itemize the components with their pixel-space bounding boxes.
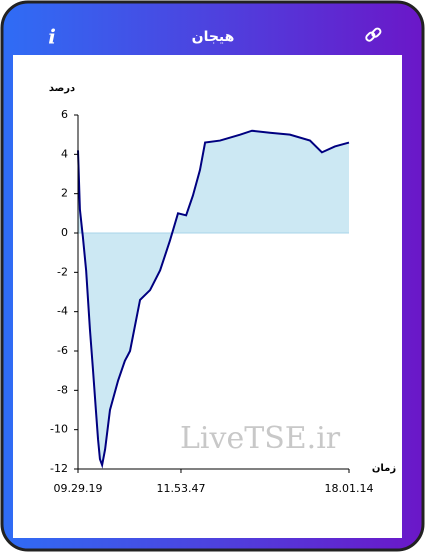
y-tick-label: 2 bbox=[61, 187, 68, 200]
y-tick-label: -12 bbox=[50, 462, 68, 475]
y-tick-label: -4 bbox=[57, 305, 68, 318]
line bbox=[77, 129, 350, 469]
y-tick-label: 0 bbox=[61, 226, 68, 239]
watermark: LiveTSE.ir bbox=[180, 421, 341, 456]
header-title: هیجان bbox=[192, 29, 235, 45]
x-tick-label: 09.29.19 bbox=[54, 482, 103, 495]
chart-panel bbox=[13, 55, 402, 538]
area bbox=[78, 130, 349, 466]
x-tick-label: 18.01.14 bbox=[325, 482, 374, 495]
y-tick-label: -2 bbox=[57, 265, 68, 278]
info-button[interactable]: i bbox=[48, 25, 56, 49]
y-tick-label: -8 bbox=[57, 383, 68, 396]
link-button[interactable] bbox=[365, 27, 382, 42]
y-axis-label: درصد bbox=[49, 83, 75, 94]
y-tick-label: -10 bbox=[50, 423, 68, 436]
y-tick-label: 4 bbox=[61, 147, 68, 160]
x-tick-label: 11.53.47 bbox=[156, 482, 205, 495]
y-tick-label: -6 bbox=[57, 344, 68, 357]
x-axis-label: زمان bbox=[372, 463, 396, 474]
plot: -12 -10 -8 -6 -4 -2 0 2 4 6 09.29.19 11.53.47 18.01.… bbox=[50, 108, 373, 495]
y-tick-label: 6 bbox=[61, 108, 68, 121]
